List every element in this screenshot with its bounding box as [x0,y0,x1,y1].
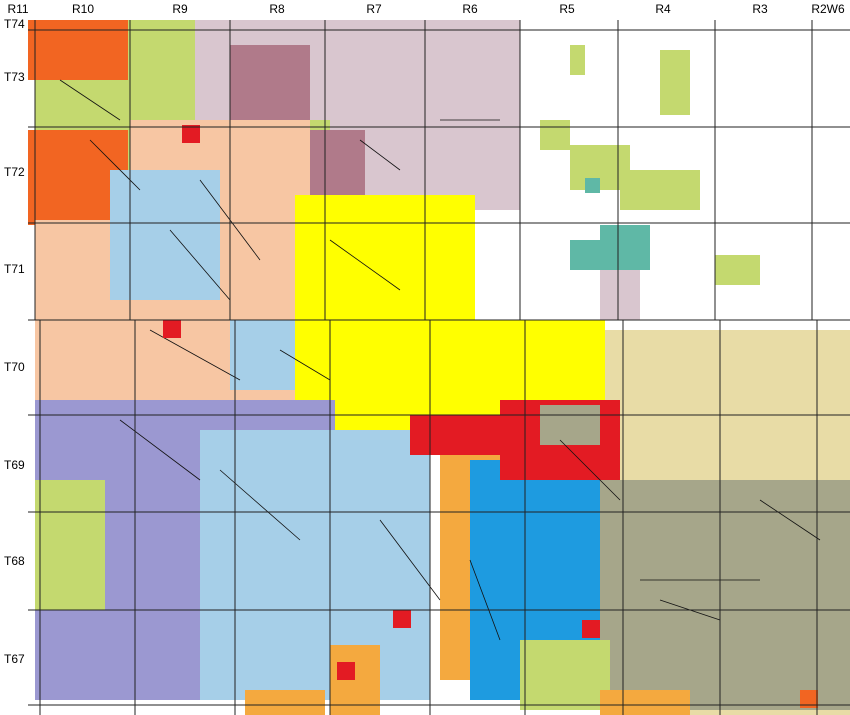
range-label: R7 [366,2,382,16]
township-label: T72 [4,165,25,179]
township-label: T67 [4,652,25,666]
range-label: R4 [655,2,671,16]
icons [163,125,600,680]
range-label: R3 [752,2,768,16]
township-label: T71 [4,262,25,276]
range-label: R6 [462,2,478,16]
range-label: R9 [172,2,188,16]
township-label: T68 [4,554,25,568]
range-label: R5 [559,2,575,16]
township-label: T70 [4,360,25,374]
township-label: T69 [4,458,25,472]
township-label: T73 [4,70,25,84]
land-units [28,20,850,715]
range-label: R11 [7,2,28,16]
range-label: R8 [269,2,285,16]
township-label: T74 [4,17,25,31]
labels: R11 R10 R9 R8 R7 R6 R5 R4 R3 R2W6 T74 T73 T72 T71 T70 T… [4,2,845,666]
grid [28,20,850,715]
range-label: R2W6 [811,2,845,16]
range-label: R10 [72,2,94,16]
